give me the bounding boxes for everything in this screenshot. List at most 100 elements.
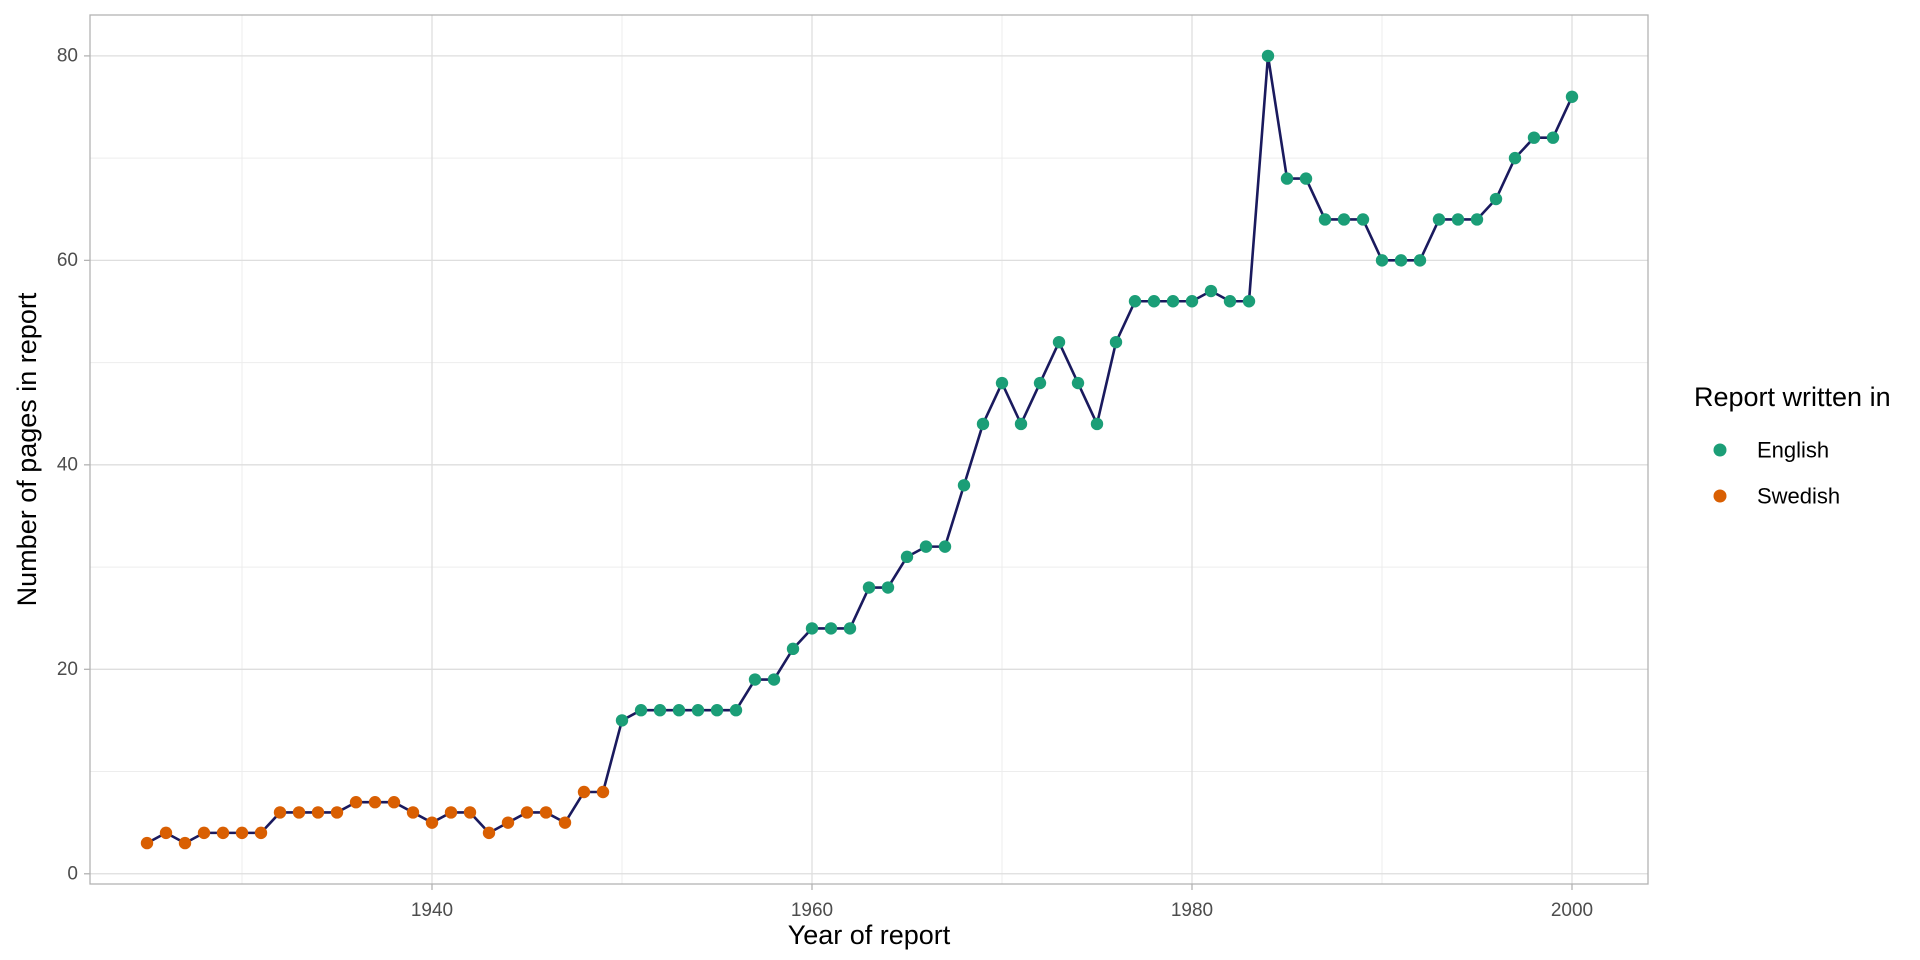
data-point-swedish bbox=[159, 826, 173, 840]
legend-label-english: English bbox=[1757, 438, 1829, 463]
data-point-english bbox=[653, 704, 667, 717]
data-point-english bbox=[1565, 90, 1579, 103]
x-tick-label: 2000 bbox=[1551, 900, 1593, 921]
data-point-swedish bbox=[235, 826, 249, 840]
data-point-english bbox=[729, 704, 743, 717]
data-point-swedish bbox=[140, 836, 154, 850]
data-point-swedish bbox=[349, 796, 363, 809]
y-tick-label: 0 bbox=[67, 863, 78, 884]
major-gridlines bbox=[90, 15, 1648, 884]
data-point-english bbox=[786, 642, 800, 656]
y-axis-title: Number of pages in report bbox=[12, 292, 42, 606]
data-point-english bbox=[767, 673, 781, 686]
data-point-english bbox=[1204, 284, 1218, 298]
data-point-swedish bbox=[330, 806, 344, 819]
pages-line bbox=[146, 54, 1574, 845]
y-tick-label: 40 bbox=[57, 454, 78, 475]
data-points bbox=[140, 49, 1579, 850]
data-point-swedish bbox=[197, 826, 211, 840]
data-point-english bbox=[1185, 295, 1199, 308]
data-point-english bbox=[919, 540, 933, 553]
data-point-english bbox=[824, 622, 838, 635]
data-point-english bbox=[634, 704, 648, 717]
y-tick-label: 60 bbox=[57, 250, 78, 271]
data-point-english bbox=[1014, 417, 1028, 431]
data-point-swedish bbox=[273, 806, 287, 819]
data-point-swedish bbox=[216, 826, 230, 840]
data-point-english bbox=[615, 714, 629, 727]
legend-key-swedish bbox=[1713, 489, 1727, 503]
data-point-swedish bbox=[178, 836, 192, 850]
data-point-english bbox=[1432, 213, 1446, 226]
y-tick-label: 20 bbox=[57, 659, 78, 680]
data-point-swedish bbox=[539, 806, 553, 819]
data-point-english bbox=[748, 673, 762, 686]
data-point-swedish bbox=[596, 785, 610, 799]
data-point-english bbox=[881, 581, 895, 594]
data-point-swedish bbox=[254, 826, 268, 840]
data-point-swedish bbox=[501, 816, 515, 829]
data-point-english bbox=[976, 417, 990, 431]
legend-label-swedish: Swedish bbox=[1757, 484, 1840, 509]
plot-panel-border bbox=[89, 14, 1649, 885]
data-point-swedish bbox=[425, 816, 439, 829]
data-point-english bbox=[1071, 376, 1085, 390]
data-point-english bbox=[710, 704, 724, 717]
data-point-swedish bbox=[482, 826, 496, 840]
data-point-swedish bbox=[463, 806, 477, 819]
data-point-english bbox=[1413, 254, 1427, 267]
data-point-swedish bbox=[444, 806, 458, 819]
data-point-swedish bbox=[311, 806, 325, 819]
data-point-english bbox=[1375, 254, 1389, 267]
axis-tick-labels: 1940 1960 1980 2000 0 20 40 60 80 bbox=[57, 45, 1593, 921]
data-point-english bbox=[995, 376, 1009, 390]
data-point-swedish bbox=[292, 806, 306, 819]
data-point-swedish bbox=[368, 796, 382, 809]
data-point-english bbox=[1356, 213, 1370, 226]
data-point-english bbox=[1394, 254, 1408, 267]
data-point-english bbox=[1470, 213, 1484, 226]
data-point-english bbox=[1166, 295, 1180, 308]
data-point-english bbox=[1147, 295, 1161, 308]
data-point-english bbox=[1090, 417, 1104, 431]
data-point-english bbox=[1261, 49, 1275, 63]
data-point-english bbox=[1299, 172, 1313, 185]
data-point-swedish bbox=[406, 806, 420, 819]
data-point-swedish bbox=[387, 796, 401, 809]
x-tick-label: 1960 bbox=[791, 900, 833, 921]
x-tick-label: 1940 bbox=[411, 900, 453, 921]
data-point-english bbox=[1033, 376, 1047, 390]
axis-ticks bbox=[84, 55, 1573, 890]
data-point-english bbox=[1451, 213, 1465, 226]
legend-key-english bbox=[1713, 443, 1727, 457]
data-point-swedish bbox=[577, 785, 591, 799]
data-point-english bbox=[805, 622, 819, 635]
data-point-english bbox=[1337, 213, 1351, 226]
data-point-english bbox=[900, 550, 914, 564]
data-point-english bbox=[1546, 131, 1560, 144]
data-point-swedish bbox=[520, 806, 534, 819]
y-tick-label: 80 bbox=[57, 45, 78, 66]
data-point-english bbox=[1052, 335, 1066, 349]
data-point-english bbox=[1128, 295, 1142, 308]
data-point-english bbox=[1109, 335, 1123, 349]
data-point-english bbox=[1527, 131, 1541, 144]
x-axis-title: Year of report bbox=[788, 920, 951, 950]
data-point-english bbox=[1280, 172, 1294, 185]
data-point-english bbox=[843, 622, 857, 635]
data-point-english bbox=[672, 704, 686, 717]
data-point-english bbox=[957, 479, 971, 492]
legend-title: Report written in bbox=[1694, 382, 1891, 412]
minor-gridlines bbox=[90, 15, 1648, 884]
data-point-english bbox=[1242, 295, 1256, 308]
data-point-english bbox=[1508, 151, 1522, 165]
legend: Report written in English Swedish bbox=[1694, 382, 1891, 509]
data-point-english bbox=[1318, 213, 1332, 226]
data-point-english bbox=[862, 581, 876, 594]
data-point-english bbox=[1223, 295, 1237, 308]
data-point-english bbox=[938, 540, 952, 553]
data-point-english bbox=[1489, 192, 1503, 206]
data-point-english bbox=[691, 704, 705, 717]
data-point-swedish bbox=[558, 816, 572, 829]
